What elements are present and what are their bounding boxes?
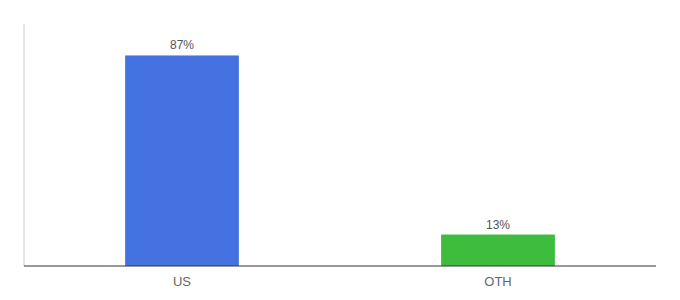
bars xyxy=(125,55,555,266)
bar xyxy=(125,55,239,266)
chart-svg: 87% 13% US OTH xyxy=(0,0,680,300)
page: {"chart_data": {"type": "bar", "categori… xyxy=(0,0,680,300)
y-axis-line xyxy=(24,24,25,266)
x-tick-label: OTH xyxy=(484,274,511,289)
bar xyxy=(441,235,555,266)
chart-container: 87% 13% US OTH xyxy=(0,0,680,300)
data-label: 87% xyxy=(170,38,194,52)
x-tick-label: US xyxy=(173,274,191,289)
x-axis-line xyxy=(24,266,656,267)
data-label: 13% xyxy=(486,218,510,232)
